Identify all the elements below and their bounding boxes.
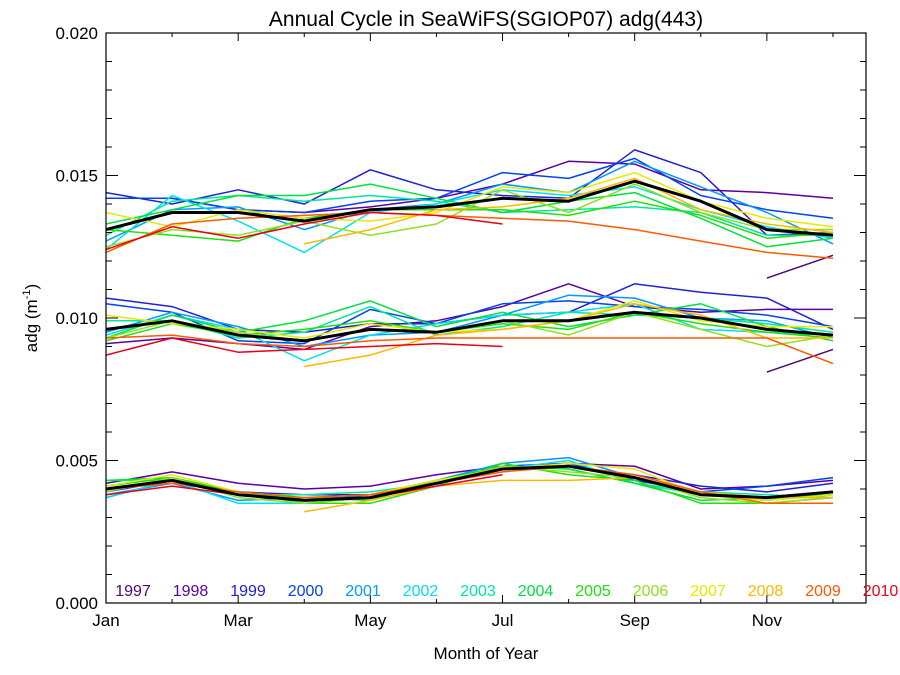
legend-label-1999: 1999 bbox=[230, 583, 266, 600]
legend-label-2000: 2000 bbox=[288, 583, 324, 600]
legend-label-2004: 2004 bbox=[518, 583, 554, 600]
y-tick-label-2: 0.010 bbox=[55, 309, 98, 328]
series-line-1999-band-0 bbox=[106, 150, 833, 236]
y-tick-label-1: 0.005 bbox=[55, 452, 98, 471]
y-axis-title-exponent: -1 bbox=[21, 289, 33, 299]
annual-cycle-chart: Annual Cycle in SeaWiFS(SGIOP07) adg(443… bbox=[0, 0, 900, 675]
legend-label-2007: 2007 bbox=[690, 583, 726, 600]
legend-label-2008: 2008 bbox=[748, 583, 784, 600]
series-line-1997-band-0 bbox=[767, 255, 833, 278]
legend-label-1997: 1997 bbox=[115, 583, 151, 600]
x-tick-label-4: Sep bbox=[620, 611, 650, 630]
y-tick-label-4: 0.020 bbox=[55, 24, 98, 43]
x-axis-title: Month of Year bbox=[434, 644, 539, 663]
series-line-2009-band-1 bbox=[106, 335, 833, 364]
x-tick-label-1: Mar bbox=[224, 611, 254, 630]
legend-label-2002: 2002 bbox=[403, 583, 439, 600]
plot-lines bbox=[106, 150, 833, 512]
legend: 1997 1998 1999 2000 2001 2002 2003 2004 2005 2006… bbox=[115, 583, 898, 600]
x-tick-label-3: Jul bbox=[492, 611, 514, 630]
chart-title: Annual Cycle in SeaWiFS(SGIOP07) adg(443… bbox=[269, 8, 703, 31]
legend-label-2009: 2009 bbox=[805, 583, 841, 600]
legend-label-2006: 2006 bbox=[633, 583, 669, 600]
y-tick-label-3: 0.015 bbox=[55, 167, 98, 186]
x-tick-label-2: May bbox=[354, 611, 387, 630]
legend-label-2010: 2010 bbox=[863, 583, 899, 600]
x-tick-label-0: Jan bbox=[92, 611, 119, 630]
y-axis-title: adg (m-1) bbox=[21, 284, 41, 352]
legend-label-2003: 2003 bbox=[460, 583, 496, 600]
legend-label-2001: 2001 bbox=[345, 583, 381, 600]
y-axis-title-close: ) bbox=[22, 284, 41, 290]
legend-label-1998: 1998 bbox=[173, 583, 209, 600]
x-tick-label-5: Nov bbox=[752, 611, 783, 630]
series-line-1997-band-1 bbox=[767, 349, 833, 372]
legend-label-2005: 2005 bbox=[575, 583, 611, 600]
y-axis-title-main: adg (m bbox=[22, 299, 41, 352]
y-tick-label-0: 0.000 bbox=[55, 594, 98, 613]
